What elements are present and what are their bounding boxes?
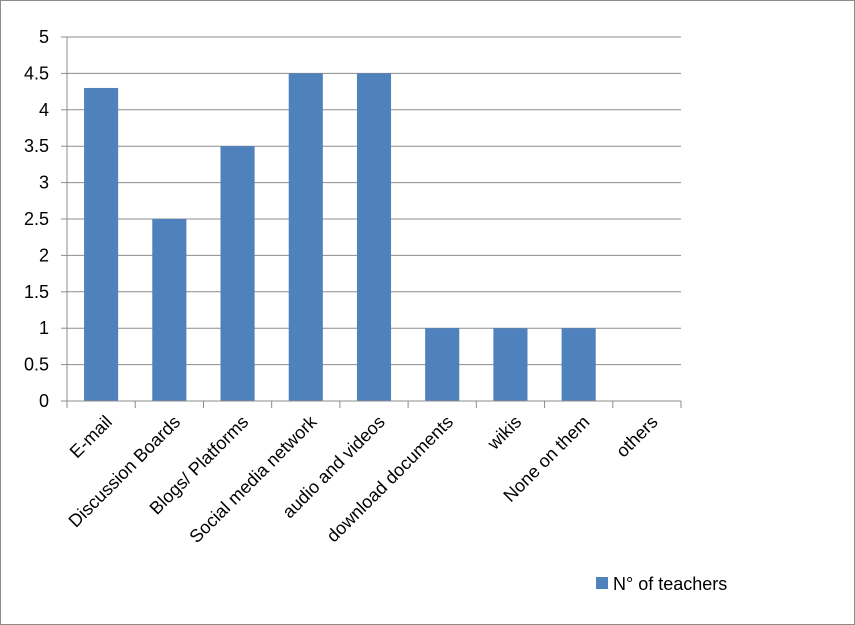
bar [288,73,323,402]
y-tick-labels: 0 0.5 1 1.5 2 2.5 3 3.5 4 4.5 5 [24,27,49,411]
bar [561,328,596,401]
y-tick-label: 3.5 [24,136,49,156]
bar [84,87,119,402]
legend: N° of teachers [596,574,727,594]
x-tick-label: wikis [483,412,525,454]
x-tick-label: Social media network [185,411,321,547]
y-tick-label: 1.5 [24,282,49,302]
y-tick-label: 5 [39,27,49,47]
legend-swatch [596,577,608,589]
y-tick-label: 1 [39,318,49,338]
x-tick-label: E-mail [66,412,116,462]
y-tick-label: 0.5 [24,355,49,375]
axes [66,37,682,408]
y-tick-label: 2 [39,245,49,265]
x-tick-label: others [612,412,662,462]
bar [220,146,255,401]
bars [84,73,596,402]
y-tick-label: 3 [39,173,49,193]
bar [425,328,460,401]
y-tick-label: 0 [39,391,49,411]
x-tick-label: download documents [323,412,457,546]
legend-label: N° of teachers [613,574,727,594]
y-tick-label: 4.5 [24,63,49,83]
bar [152,219,187,401]
bar [493,328,528,401]
y-tick-label: 2.5 [24,209,49,229]
bar [356,73,392,402]
y-tick-label: 4 [39,100,49,120]
